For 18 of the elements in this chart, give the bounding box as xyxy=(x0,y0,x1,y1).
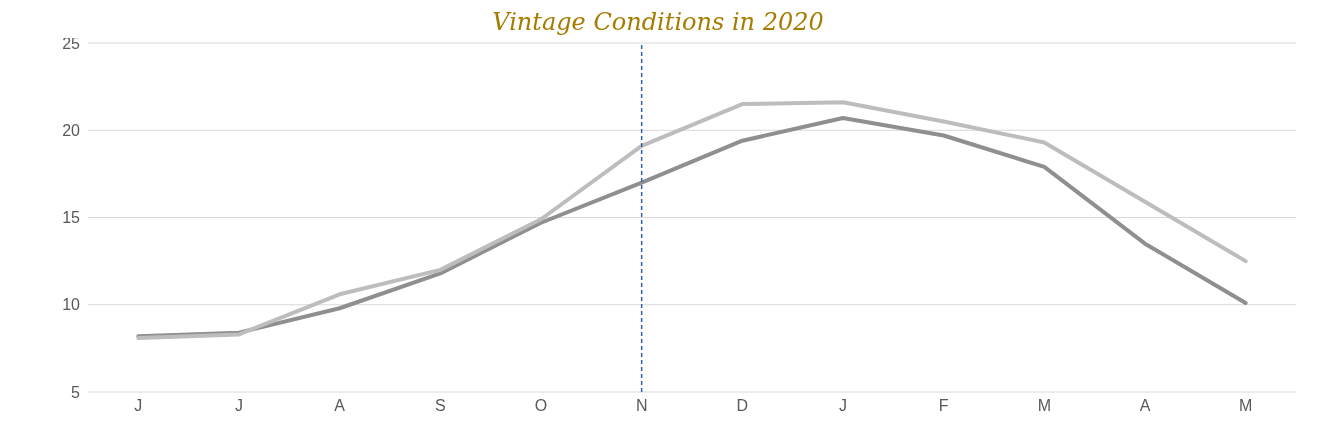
x-tick-label: M xyxy=(1037,397,1051,415)
x-tick-label: A xyxy=(1139,397,1151,415)
y-tick-label: 15 xyxy=(62,209,81,227)
x-tick-label: A xyxy=(334,397,346,415)
x-tick-label: O xyxy=(534,397,548,415)
x-tick-label: J xyxy=(839,397,847,415)
x-tick-label: J xyxy=(134,397,143,415)
x-tick-label: F xyxy=(938,397,949,415)
x-tick-label: N xyxy=(635,397,648,415)
y-tick-label: 25 xyxy=(62,34,81,52)
x-tick-label: D xyxy=(736,397,749,415)
x-tick-label: J xyxy=(235,397,243,415)
x-tick-label: S xyxy=(435,397,446,415)
y-tick-label: 5 xyxy=(71,383,81,401)
x-tick-label: M xyxy=(1239,397,1253,415)
chart-title: Vintage Conditions in 2020 xyxy=(491,8,825,36)
y-tick-label: 20 xyxy=(62,121,81,139)
y-tick-label: 10 xyxy=(62,296,81,314)
